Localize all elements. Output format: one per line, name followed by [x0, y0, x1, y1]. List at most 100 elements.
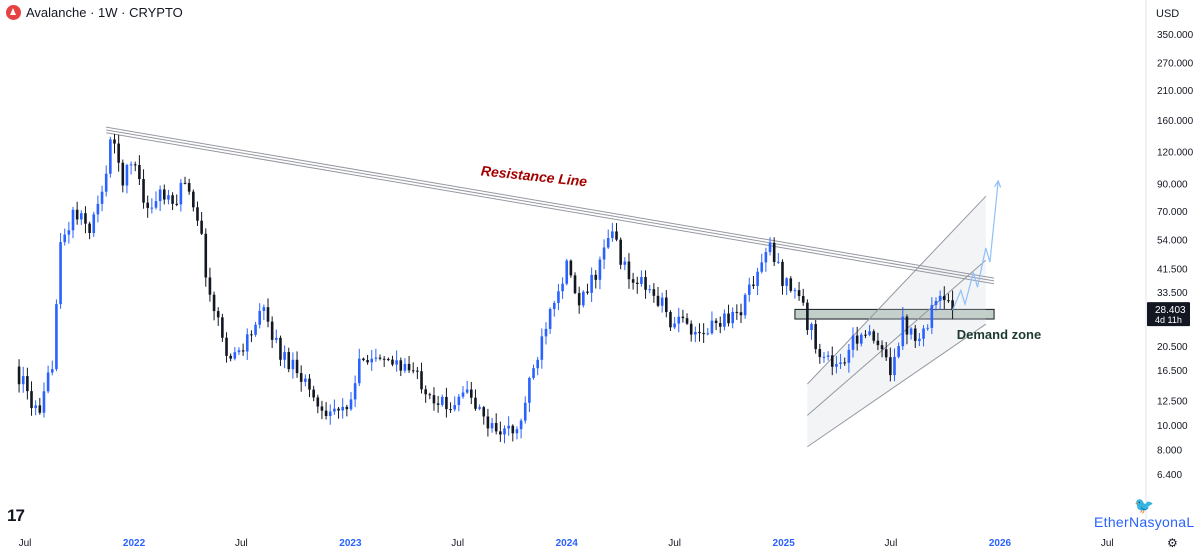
- candle: [158, 185, 162, 212]
- candle-body: [275, 337, 278, 340]
- candle-body: [486, 416, 490, 429]
- currency-selector[interactable]: USD: [1156, 8, 1180, 20]
- price-tick-label: 210.000: [1157, 86, 1194, 97]
- candle-body: [710, 320, 714, 334]
- price-tick-label: 90.000: [1157, 179, 1188, 190]
- candle-body: [544, 328, 548, 337]
- candle-body: [673, 323, 676, 328]
- candle-body: [312, 389, 315, 398]
- candle-body: [42, 391, 46, 413]
- candle: [656, 286, 660, 308]
- candle-body: [200, 220, 203, 234]
- candle-body: [233, 352, 237, 359]
- price-tick-label: 12.500: [1157, 396, 1188, 407]
- candle: [341, 398, 344, 419]
- candle: [42, 382, 46, 418]
- candle: [291, 352, 295, 379]
- price-tick-label: 270.000: [1157, 59, 1194, 70]
- candle: [38, 397, 42, 415]
- time-tick-label: 2025: [773, 538, 796, 549]
- candle: [913, 324, 917, 348]
- candle: [519, 418, 523, 439]
- candle: [416, 366, 419, 380]
- candle-body: [245, 334, 249, 352]
- candle: [133, 161, 137, 172]
- channel-layer: [807, 195, 987, 448]
- time-axis[interactable]: Jul 2022 Jul 2023 Jul 2024 Jul 2025 Jul 2026 Jul: [19, 538, 1114, 549]
- candle-body: [652, 289, 656, 296]
- symbol-title: Avalanche · 1W · CRYPTO: [26, 5, 183, 20]
- candle: [864, 330, 867, 339]
- candle-body: [192, 191, 195, 208]
- candle-body: [428, 394, 432, 396]
- candle: [760, 253, 764, 274]
- candle: [34, 400, 37, 416]
- candle: [225, 332, 228, 363]
- demand-zone-label: Demand zone: [957, 327, 1042, 342]
- candle: [847, 344, 851, 373]
- candle-body: [353, 383, 357, 400]
- candle-body: [299, 373, 303, 382]
- candle-body: [387, 358, 390, 360]
- candle-body: [615, 231, 618, 240]
- candle: [640, 270, 643, 287]
- chart-settings-gear-icon[interactable]: ⚙: [1167, 536, 1178, 550]
- candle: [702, 323, 705, 343]
- candle-body: [370, 358, 374, 363]
- candle: [96, 195, 100, 223]
- candle: [785, 277, 788, 296]
- candle: [561, 277, 564, 299]
- candle: [46, 365, 50, 394]
- candle-body: [942, 295, 946, 301]
- candle: [685, 313, 689, 325]
- symbol-header[interactable]: Avalanche · 1W · CRYPTO: [6, 5, 183, 20]
- candle-body: [648, 289, 652, 291]
- candle: [125, 163, 129, 194]
- candle-body: [71, 209, 75, 231]
- candle-body: [75, 209, 79, 220]
- candle-body: [416, 370, 419, 372]
- candle-body: [374, 357, 378, 359]
- candle-body: [938, 295, 942, 302]
- price-axis[interactable]: 350.000 270.000 210.000 160.000 120.000 90.00…: [1157, 30, 1194, 481]
- candle: [59, 232, 62, 309]
- time-tick-label: Jul: [885, 538, 898, 549]
- candle: [677, 307, 681, 333]
- candle: [121, 159, 125, 193]
- time-tick-label: Jul: [235, 538, 248, 549]
- candle: [880, 340, 884, 358]
- candle: [494, 413, 498, 435]
- candle-body: [241, 350, 245, 352]
- candle-body: [237, 350, 241, 353]
- candle-body: [864, 334, 867, 336]
- candle: [814, 319, 817, 354]
- candle: [602, 239, 606, 269]
- candles: [17, 133, 954, 444]
- candle-body: [947, 300, 950, 302]
- time-tick-label: 2022: [123, 538, 146, 549]
- candle: [457, 393, 461, 412]
- candle-body: [548, 308, 552, 329]
- candle-body: [611, 231, 614, 239]
- candle-body: [142, 179, 145, 203]
- candle: [154, 191, 158, 210]
- candle-body: [138, 165, 141, 180]
- candle-body: [897, 346, 900, 357]
- candle-body: [552, 302, 556, 309]
- tradingview-logo-icon[interactable]: 17: [7, 506, 25, 525]
- channel-lower-line: [807, 323, 987, 448]
- candle-body: [569, 260, 573, 276]
- candle: [897, 342, 900, 359]
- candle: [860, 332, 863, 347]
- candle: [100, 185, 104, 212]
- channel-mid-line: [807, 259, 987, 416]
- candle-body: [752, 284, 755, 286]
- candle-body: [909, 328, 913, 335]
- candle: [698, 323, 701, 342]
- candle-body: [822, 356, 826, 358]
- candle: [627, 253, 631, 289]
- candle: [689, 320, 693, 342]
- candle-body: [295, 359, 299, 374]
